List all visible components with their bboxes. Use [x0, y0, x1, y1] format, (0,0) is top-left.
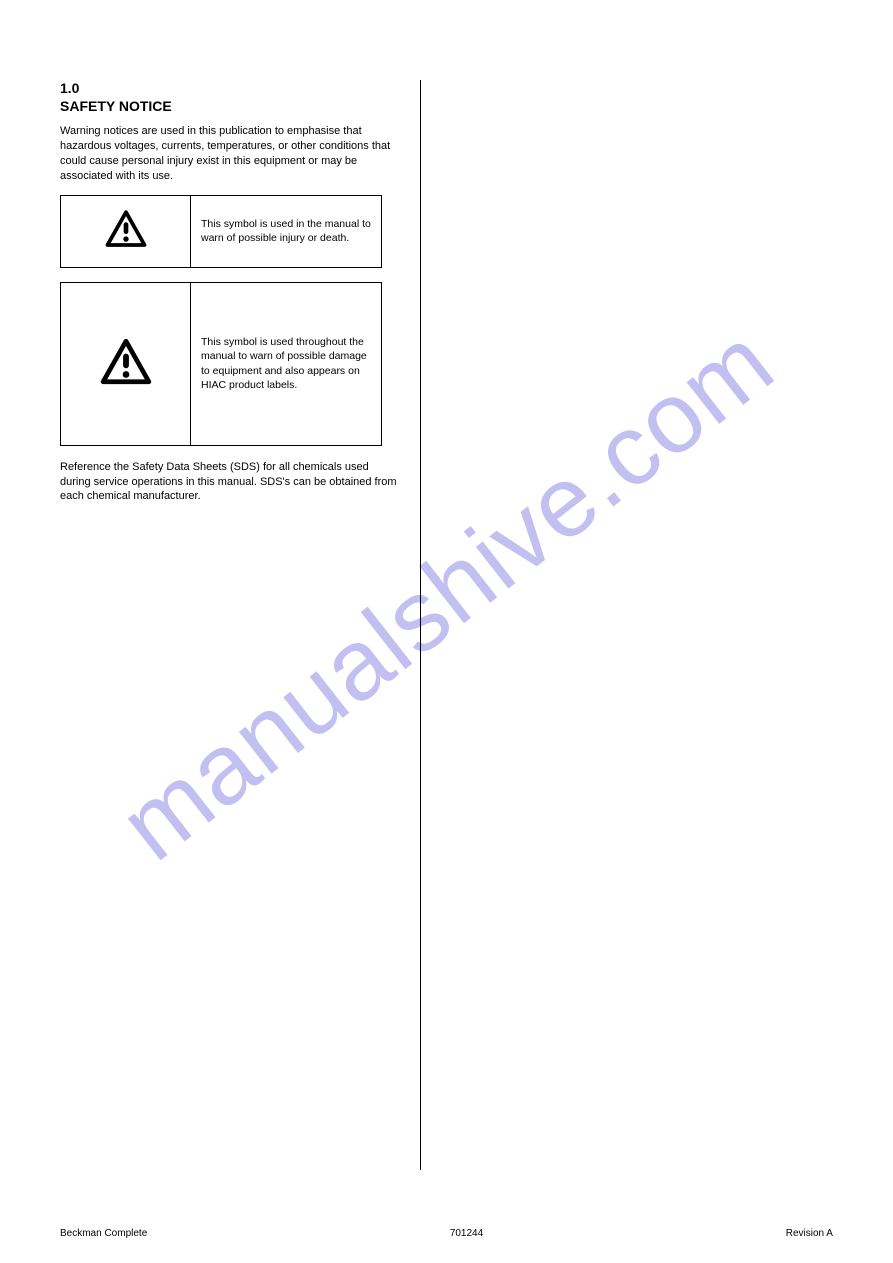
caution-icon-cell — [61, 282, 191, 445]
intro-paragraph: Warning notices are used in this publica… — [60, 124, 400, 183]
footer-left: Beckman Complete — [60, 1228, 147, 1239]
section-title: SAFETY NOTICE — [60, 98, 400, 114]
page-container: 1.0 SAFETY NOTICE Warning notices are us… — [0, 0, 893, 1263]
post-paragraph: Reference the Safety Data Sheets (SDS) f… — [60, 460, 400, 505]
warning-text-cell: This symbol is used in the manual to war… — [191, 196, 382, 267]
left-column: 1.0 SAFETY NOTICE Warning notices are us… — [60, 80, 420, 1170]
table-row: This symbol is used throughout the manua… — [61, 282, 382, 445]
caution-text-cell: This symbol is used throughout the manua… — [191, 282, 382, 445]
footer-right: Revision A — [786, 1228, 833, 1239]
warning-icon-cell — [61, 196, 191, 267]
caution-triangle-icon — [100, 339, 152, 389]
right-column — [420, 80, 833, 1170]
warning-triangle-icon — [105, 210, 147, 252]
two-column-layout: 1.0 SAFETY NOTICE Warning notices are us… — [60, 80, 833, 1170]
footer-center: 701244 — [450, 1228, 483, 1239]
section-number: 1.0 — [60, 80, 400, 96]
symbol-table-2: This symbol is used throughout the manua… — [60, 282, 382, 446]
symbol-table-1: This symbol is used in the manual to war… — [60, 195, 382, 267]
page-footer: Beckman Complete 701244 Revision A — [0, 1228, 893, 1239]
table-row: This symbol is used in the manual to war… — [61, 196, 382, 267]
